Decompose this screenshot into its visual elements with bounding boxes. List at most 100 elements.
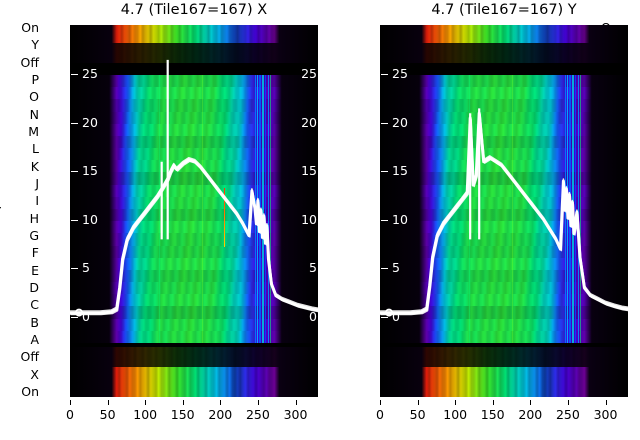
x-tick-mark: [107, 400, 109, 405]
heatmap-row: [380, 172, 628, 186]
category-label-left-15: D: [29, 280, 39, 295]
spectral-band-top-dim: [70, 43, 318, 63]
tick-dash: [71, 74, 78, 76]
heatmap-row: [70, 160, 318, 174]
x-tick-label: 150: [170, 407, 195, 422]
category-label-left-0: On: [21, 20, 39, 35]
category-label-left-10: I: [35, 193, 39, 209]
heatmap-row: [70, 294, 318, 308]
heatmap-streak-7: [158, 75, 160, 343]
heatmap-panel-x[interactable]: 25 20 15 10 5 0 25 20 15 10 5 0: [70, 25, 318, 397]
x-axis-panel-y: 0 50 100 150 200 250 300: [376, 400, 628, 436]
heatmap-row: [380, 294, 628, 308]
tick-dash: [381, 268, 388, 270]
tick-value: 0: [392, 309, 400, 324]
inner-tick-0: 0: [71, 309, 90, 324]
tick-dash: [71, 219, 78, 221]
category-label-left-5: N: [29, 106, 39, 122]
inner-tick-10: 10: [381, 212, 408, 227]
tick-value: 25: [392, 66, 408, 82]
tick-value: 10: [392, 211, 408, 227]
heatmap-streak-2: [569, 75, 571, 343]
spectral-band-bottom: [380, 367, 628, 397]
heatmap-row: [380, 221, 628, 234]
tick-value: 5: [82, 260, 90, 276]
spectral-band-top: [380, 25, 628, 43]
x-tick-label: 100: [443, 407, 468, 422]
heatmap-streak-4: [264, 75, 266, 343]
x-axis-panel-x: 0 50 100 150 200 250 300: [66, 400, 318, 436]
dark-gap-top: [70, 63, 318, 75]
x-tick-label: 300: [283, 407, 308, 422]
artifact-line-2: [224, 188, 226, 247]
inner-tick-mirror-0: 0: [309, 309, 317, 324]
x-tick-mark: [492, 400, 494, 405]
heatmap-row: [70, 245, 318, 259]
category-label-left-6: M: [28, 124, 39, 139]
tick-dash: [71, 268, 78, 270]
inner-tick-25: 25: [71, 66, 98, 81]
tick-value: 0: [82, 309, 90, 324]
inner-tick-15: 15: [381, 163, 408, 178]
tick-dash: [71, 171, 78, 173]
category-label-left-9: J: [35, 176, 39, 191]
inner-tick-20: 20: [381, 115, 408, 130]
heatmap-row: [380, 330, 628, 344]
heatmap-streak-0: [564, 75, 567, 343]
heatmap-streak-5: [267, 75, 269, 343]
tick-value: 20: [82, 114, 98, 130]
heatmap-row: [70, 87, 318, 100]
category-label-left-20: X: [30, 366, 39, 382]
panel-title-x: 4.7 (Tile167=167) X: [120, 2, 268, 18]
heatmap-row: [70, 318, 318, 332]
x-tick-mark: [530, 400, 532, 405]
heatmap-streak-1: [567, 75, 569, 343]
heatmap-row: [380, 184, 628, 198]
x-tick-label: 200: [518, 407, 543, 422]
inner-tick-mirror-15: 15: [301, 163, 317, 179]
tick-value: 5: [392, 260, 400, 276]
tick-value: 20: [392, 114, 408, 130]
inner-tick-mirror-25: 25: [301, 66, 317, 82]
heatmap-row: [70, 75, 318, 88]
inner-tick-20: 20: [71, 115, 98, 130]
heatmap-row: [380, 75, 628, 88]
category-label-left-8: K: [30, 158, 39, 174]
heatmap-row: [70, 306, 318, 320]
x-tick-mark: [145, 400, 147, 405]
tick-dash: [381, 171, 388, 173]
tick-dash: [71, 317, 78, 318]
heatmap-streak-7: [468, 75, 470, 343]
heatmap-streak-3: [262, 75, 264, 343]
heatmap-row: [380, 111, 628, 125]
x-tick-mark: [70, 400, 71, 405]
category-label-left-21: On: [21, 384, 39, 399]
inner-tick-15: 15: [71, 163, 98, 178]
category-label-left-17: B: [30, 314, 39, 330]
heatmap-panel-y[interactable]: 25 20 15 10 5 0: [380, 25, 628, 397]
tick-value: 10: [82, 211, 98, 227]
tick-dash: [381, 122, 388, 124]
category-label-left-13: F: [31, 245, 39, 261]
x-tick-mark: [257, 400, 259, 405]
spectral-band-bottom-dim: [380, 347, 628, 367]
tick-value: 25: [82, 66, 98, 82]
heatmap-row: [70, 257, 318, 271]
heatmap-streak-8: [202, 75, 204, 343]
category-label-left-2: Off: [20, 54, 39, 70]
spectral-band-bottom: [70, 367, 318, 397]
category-axis-left: On Y Off P O N M L K J I H G F E D C B A Off X On: [0, 0, 42, 440]
x-tick-mark: [605, 400, 607, 405]
category-label-left-3: P: [31, 72, 39, 87]
heatmap-streak-6: [269, 75, 271, 343]
x-tick-label: 50: [409, 407, 426, 422]
heatmap-row: [70, 111, 318, 125]
heatmap-row: [380, 233, 628, 247]
heatmap-row: [380, 196, 628, 210]
heatmap-streak-4: [574, 75, 576, 343]
heatmap-streak-2: [259, 75, 261, 343]
heatmap-row: [380, 123, 628, 137]
inner-tick-10: 10: [71, 212, 98, 227]
heatmap-body: [380, 75, 628, 344]
